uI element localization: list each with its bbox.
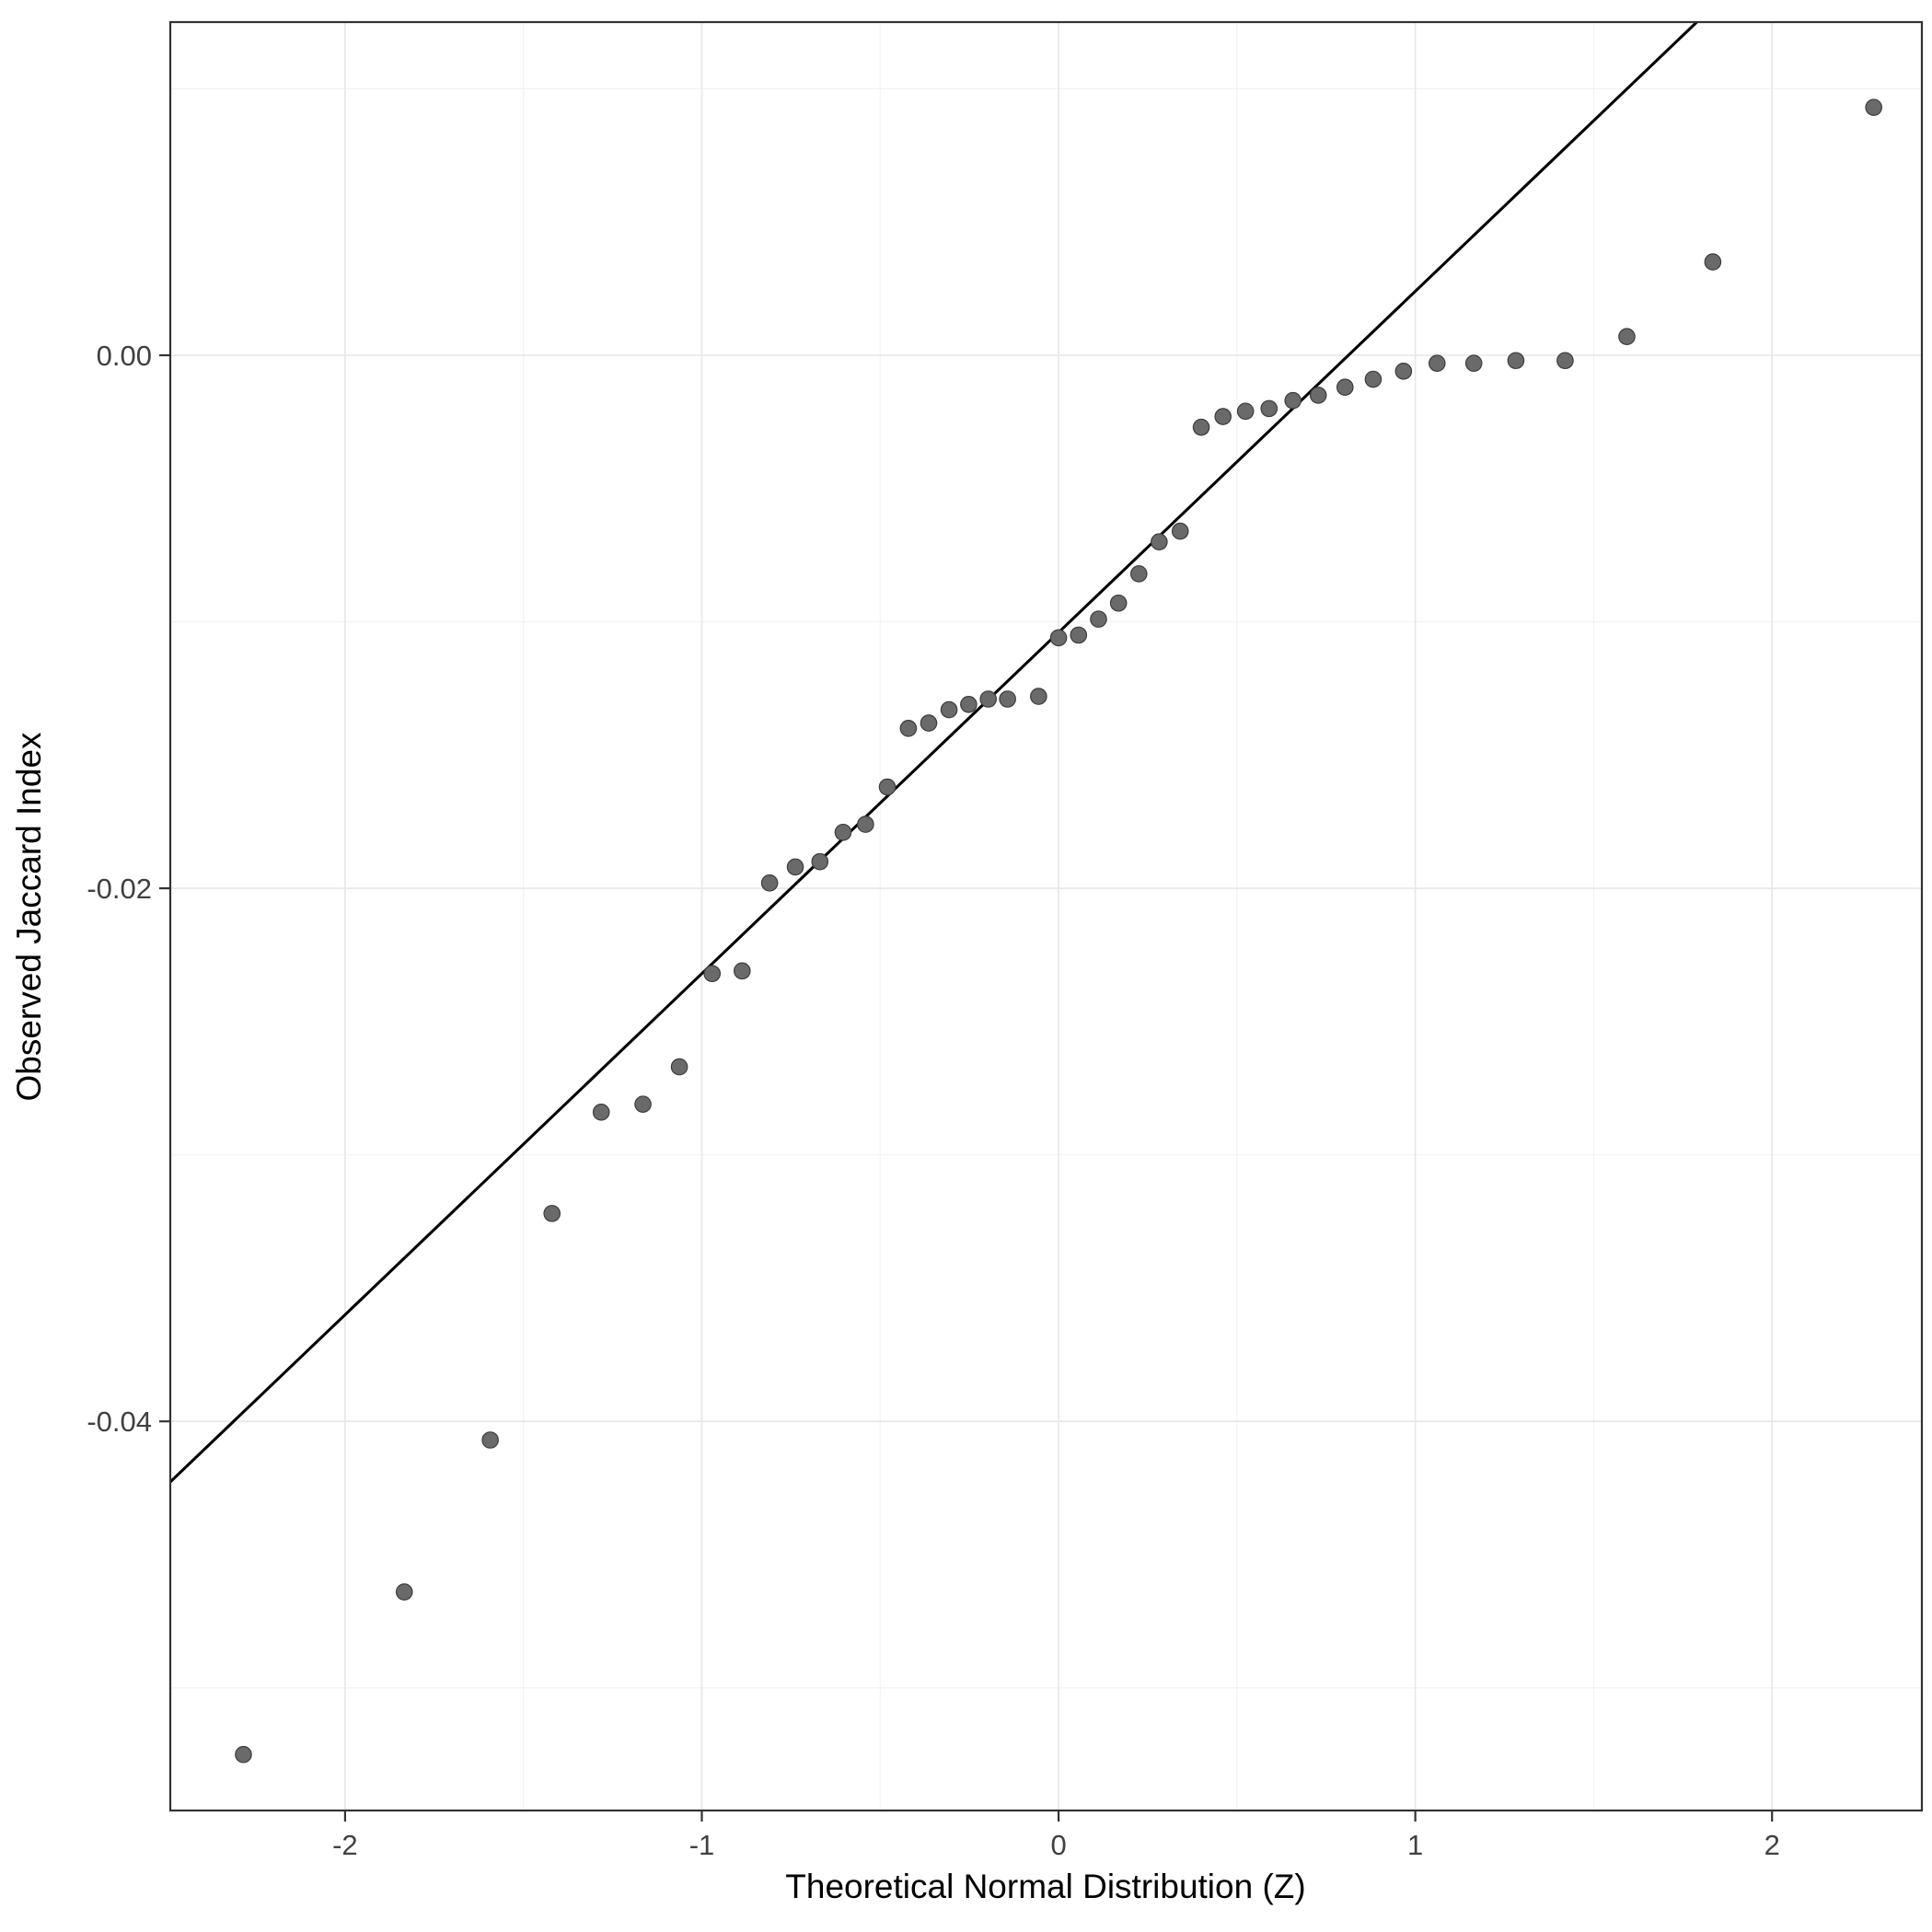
qq-point	[1049, 629, 1068, 647]
x-axis-title: Theoretical Normal Distribution (Z)	[785, 1868, 1305, 1905]
y-tick-label: 0.00	[97, 340, 152, 372]
qq-point	[1151, 533, 1168, 550]
qq-point	[1704, 253, 1722, 271]
qq-point	[634, 1095, 652, 1113]
plot-panel: -2 -1 0 1 2 0.00 -0.02 -0.04	[87, 20, 1924, 1861]
qq-point	[899, 720, 918, 737]
qq-point	[1394, 363, 1413, 380]
qq-point	[1865, 98, 1882, 116]
qq-point	[1309, 387, 1327, 404]
qq-point	[592, 1104, 610, 1121]
qq-point	[235, 1745, 252, 1764]
qq-point	[1030, 688, 1047, 705]
qq-point	[878, 778, 897, 796]
qq-point	[834, 823, 852, 841]
qq-point	[395, 1583, 413, 1601]
x-tick-label: 2	[1764, 1829, 1780, 1861]
qq-point	[1618, 328, 1636, 345]
qq-point	[960, 695, 978, 713]
qq-point	[481, 1431, 499, 1449]
qq-point	[1284, 391, 1302, 410]
qq-point	[786, 858, 804, 876]
qq-point	[760, 874, 779, 892]
qq-point	[811, 852, 829, 871]
qq-point	[1070, 626, 1088, 644]
qq-point	[1109, 594, 1128, 612]
qq-point	[670, 1058, 688, 1076]
y-tick-label: -0.02	[87, 873, 152, 905]
qq-point	[1236, 402, 1255, 421]
qq-point	[999, 690, 1016, 708]
panel-background	[170, 22, 1922, 1811]
y-tick-label: -0.04	[87, 1406, 152, 1438]
qq-point	[979, 690, 998, 708]
qq-reference-line	[170, 22, 1699, 1484]
qq-point	[1556, 352, 1574, 370]
qq-point	[1260, 399, 1278, 418]
qq-point	[733, 962, 751, 980]
qq-point	[920, 714, 938, 732]
x-tick-label: -2	[332, 1829, 358, 1861]
x-tick-label: -1	[689, 1829, 715, 1861]
x-tick-label: 0	[1050, 1829, 1066, 1861]
qq-point	[857, 816, 874, 833]
qq-point	[1364, 370, 1382, 388]
qq-point	[1507, 352, 1525, 370]
qq-point	[1171, 522, 1189, 540]
qq-point	[1129, 565, 1148, 583]
qq-point	[1336, 378, 1354, 397]
qq-point	[1428, 354, 1446, 372]
panel-border	[168, 20, 1924, 1812]
qq-point	[1464, 354, 1483, 372]
qq-point	[543, 1205, 561, 1222]
qq-point	[703, 965, 722, 983]
y-axis-title: Observed Jaccard Index	[10, 732, 48, 1102]
qq-point	[1192, 418, 1210, 436]
x-tick-label: 1	[1407, 1829, 1423, 1861]
qq-point	[940, 700, 958, 719]
qq-point	[1090, 610, 1107, 628]
qq-point	[1214, 408, 1232, 425]
